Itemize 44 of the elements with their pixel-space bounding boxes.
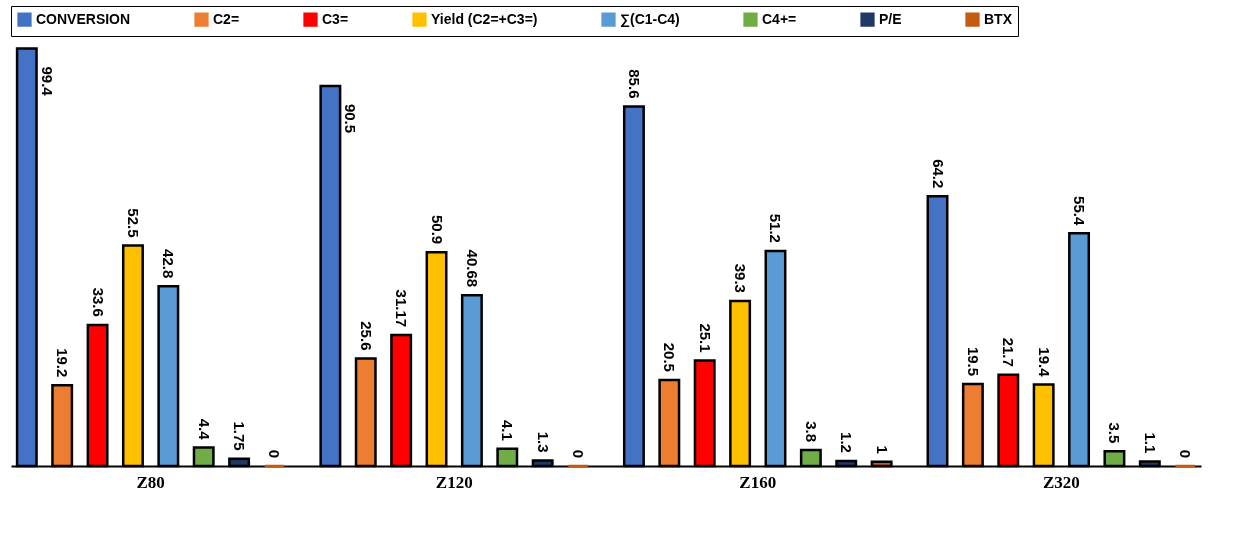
data-label: 4.4 [195, 418, 213, 441]
data-label: 19.2 [54, 348, 72, 378]
data-label: 1.3 [534, 431, 552, 453]
data-label: 21.7 [1000, 337, 1018, 367]
x-tick-label: Z80 [136, 472, 165, 492]
data-label: 20.5 [661, 342, 679, 372]
data-label: 39.3 [732, 263, 750, 293]
x-tick-label: Z320 [1042, 472, 1080, 492]
data-label: 33.6 [89, 287, 107, 317]
data-label: 0 [570, 449, 588, 458]
data-label: 1 [873, 445, 891, 454]
legend-label: ∑(C1-C4) [620, 10, 680, 28]
data-label: 19.5 [964, 346, 982, 377]
legend-label: CONVERSION [36, 10, 131, 27]
data-label: 31.17 [393, 289, 411, 328]
legend-label: C2= [213, 10, 240, 27]
data-label: 85.6 [625, 69, 643, 99]
x-tick-label: Z160 [739, 472, 777, 492]
data-label: 19.4 [1035, 347, 1053, 378]
legend-label: Yield (C2=+C3=) [431, 10, 538, 27]
data-label: 52.5 [124, 208, 142, 238]
data-label: 0 [266, 449, 284, 458]
data-label: 64.2 [929, 159, 947, 189]
data-label: 42.8 [160, 249, 178, 279]
data-label: 1.1 [1141, 432, 1159, 454]
data-label: 99.4 [38, 66, 56, 97]
data-label: 25.1 [696, 323, 714, 353]
legend-label: C3= [322, 10, 349, 27]
legend-label: P/E [879, 10, 902, 27]
data-label: 0 [1177, 449, 1195, 458]
data-label: 25.6 [357, 321, 375, 351]
data-label: 1.75 [231, 421, 249, 451]
legend-label: BTX [984, 10, 1013, 27]
data-label: 3.5 [1106, 422, 1124, 444]
data-label: 90.5 [342, 103, 360, 134]
data-label: 3.8 [802, 421, 820, 443]
data-label: 1.2 [838, 432, 856, 453]
data-label: 55.4 [1071, 196, 1089, 226]
x-tick-label: Z120 [435, 472, 473, 492]
data-label: 40.68 [463, 249, 481, 288]
data-label: 51.2 [767, 213, 785, 243]
data-label: 50.9 [428, 215, 446, 245]
data-label: 4.1 [499, 419, 517, 441]
legend-label: C4+= [762, 10, 797, 27]
